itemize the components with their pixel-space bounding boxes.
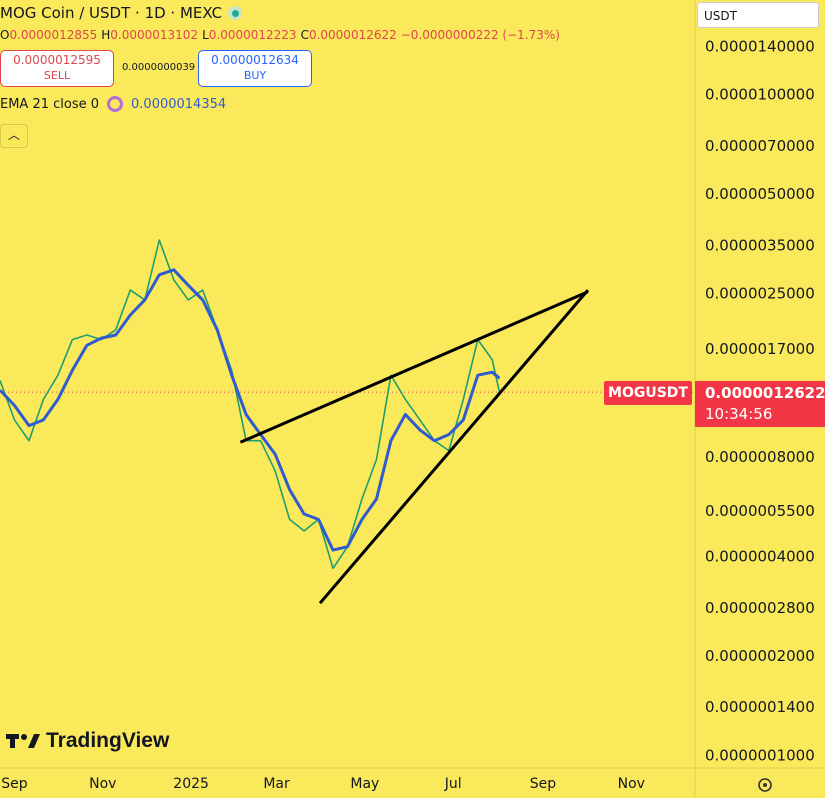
trendline — [318, 289, 590, 605]
y-tick-label: 0.0000017000 — [705, 340, 815, 358]
price-tag: 0.0000012622 10:34:56 — [695, 381, 825, 427]
y-tick-label: 0.0000002800 — [705, 599, 815, 617]
market-status — [228, 6, 243, 20]
y-tick-label: 0.0000100000 — [705, 86, 815, 104]
y-tick-label: 0.0000070000 — [705, 137, 815, 155]
x-tick-label: Nov — [618, 776, 645, 792]
buy-price: 0.0000012634 — [211, 53, 299, 67]
ema-icon[interactable] — [107, 96, 124, 112]
y-tick-label: 0.0000035000 — [705, 236, 815, 254]
ohlc-value: 0.0000012223 — [208, 28, 297, 42]
ohlc-value: 0.0000013102 — [110, 28, 199, 42]
ohlc-legend: O0.0000012855 H0.0000013102 L0.000001222… — [0, 28, 560, 42]
change: −0.0000000222 (−1.73%) — [400, 28, 560, 42]
y-tick-label: 0.0000050000 — [705, 185, 815, 203]
ema-line — [0, 268, 501, 552]
ohlc-key: O — [0, 28, 10, 42]
y-tick-label: 0.0000025000 — [705, 285, 815, 303]
y-tick-label: 0.0000140000 — [705, 37, 815, 55]
symbol-header: MOG Coin / USDT · 1D · MEXC — [0, 4, 243, 22]
x-tick-label: 2025 — [173, 776, 209, 792]
currency-select[interactable]: USDT — [697, 2, 819, 28]
price-line — [0, 239, 501, 570]
x-tick-label: Jul — [444, 776, 462, 792]
ema-value: 0.0000014354 — [131, 96, 227, 112]
x-tick-label: Mar — [263, 776, 290, 792]
x-tick-label: Sep — [1, 776, 28, 792]
collapse-button[interactable]: ︿ — [0, 124, 28, 148]
ema-legend: EMA 21 close 0 0.0000014354 — [0, 96, 226, 112]
sell-price: 0.0000012595 — [13, 53, 101, 67]
y-tick-label: 0.0000004000 — [705, 548, 815, 566]
buy-label: BUY — [243, 69, 267, 82]
countdown: 10:34:56 — [705, 405, 773, 423]
x-tick-label: Nov — [89, 776, 116, 792]
x-tick-label: May — [350, 776, 379, 792]
y-tick-label: 0.0000005500 — [705, 502, 815, 520]
y-tick-label: 0.0000001400 — [705, 698, 815, 716]
ohlc-value: 0.0000012855 — [9, 28, 98, 42]
symbol-tag: MOGUSDT — [604, 381, 692, 405]
sell-label: SELL — [43, 69, 71, 82]
ohlc-key: H — [101, 28, 111, 42]
symbol-title[interactable]: MOG Coin / USDT · 1D · MEXC — [0, 4, 223, 22]
y-tick-label: 0.0000002000 — [705, 647, 815, 665]
last-price: 0.0000012622 — [705, 384, 825, 402]
ohlc-key: L — [202, 28, 209, 42]
ohlc-key: C — [300, 28, 309, 42]
brand-logo: TradingView — [6, 729, 169, 753]
y-tick-label: 0.0000008000 — [705, 448, 815, 466]
ohlc-value: 0.0000012622 — [308, 28, 397, 42]
spread: 0.0000000039 — [122, 62, 196, 73]
brand-name: TradingView — [46, 729, 170, 752]
ema-name[interactable]: EMA 21 close 0 — [0, 96, 100, 112]
trendline — [239, 290, 589, 444]
settings-icon[interactable] — [758, 778, 772, 792]
buy-button[interactable]: 0.0000012634 BUY — [198, 50, 312, 87]
x-tick-label: Sep — [530, 776, 557, 792]
brand-icon — [6, 734, 40, 748]
sell-button[interactable]: 0.0000012595 SELL — [0, 50, 114, 87]
y-tick-label: 0.0000001000 — [705, 747, 815, 765]
